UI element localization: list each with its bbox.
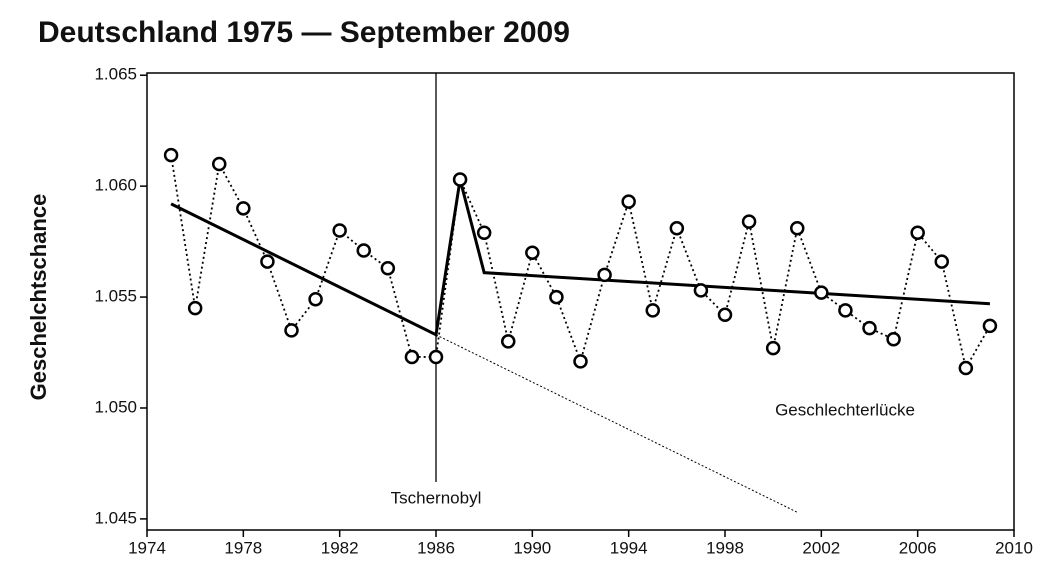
- data-point: [284, 323, 299, 338]
- data-point: [308, 292, 323, 307]
- data-point: [669, 221, 685, 236]
- data-point: [212, 156, 227, 172]
- annotation: Geschlechterlücke: [775, 400, 915, 419]
- data-point: [645, 303, 660, 318]
- data-point: [428, 349, 444, 365]
- x-tick-label: 1982: [321, 538, 359, 557]
- data-point: [549, 289, 564, 305]
- data-point: [621, 194, 636, 209]
- data-point: [741, 214, 757, 229]
- extrapolation-line: [435, 334, 798, 513]
- annotation: Tschernobyl: [391, 488, 482, 507]
- data-point: [236, 201, 251, 216]
- x-tick-label: 2002: [802, 538, 840, 557]
- data-point: [525, 245, 540, 260]
- y-tick-label: 1.045: [94, 508, 137, 527]
- y-tick-label: 1.065: [94, 65, 137, 84]
- data-point: [958, 360, 974, 376]
- data-point: [693, 283, 709, 298]
- data-point: [838, 303, 853, 318]
- x-tick-label: 1974: [128, 538, 166, 557]
- data-point: [934, 254, 949, 269]
- data-point: [332, 223, 347, 238]
- data-point: [452, 172, 468, 187]
- data-point: [862, 320, 877, 336]
- data-point: [573, 354, 588, 369]
- data-point: [356, 243, 371, 258]
- data-point: [886, 331, 901, 347]
- data-point: [982, 318, 998, 334]
- plot-frame: [146, 72, 1015, 531]
- x-tick-label: 2006: [899, 538, 937, 557]
- data-point: [814, 285, 829, 300]
- data-point: [404, 349, 420, 365]
- data-point: [717, 307, 733, 323]
- chart-title: Deutschland 1975 — September 2009: [38, 16, 570, 49]
- y-axis-label: Geschelchtschance: [26, 194, 51, 401]
- y-tick-label: 1.060: [94, 176, 137, 195]
- x-tick-label: 1994: [610, 538, 648, 557]
- data-point: [765, 340, 781, 356]
- data-point: [260, 254, 275, 269]
- x-tick-label: 1998: [706, 538, 744, 557]
- x-tick-label: 1990: [513, 538, 551, 557]
- data-point: [597, 267, 612, 283]
- x-tick-label: 1978: [224, 538, 262, 557]
- data-point: [501, 334, 516, 349]
- y-tick-label: 1.055: [94, 287, 137, 306]
- data-point: [910, 225, 925, 240]
- x-tick-label: 2010: [995, 538, 1033, 557]
- data-point: [187, 300, 203, 316]
- trend-line: [170, 179, 991, 338]
- data-point: [163, 147, 179, 163]
- x-tick-label: 1986: [417, 538, 455, 557]
- data-point: [380, 260, 396, 276]
- data-point: [476, 225, 492, 240]
- data-point: [790, 221, 805, 236]
- y-tick-label: 1.050: [94, 397, 137, 416]
